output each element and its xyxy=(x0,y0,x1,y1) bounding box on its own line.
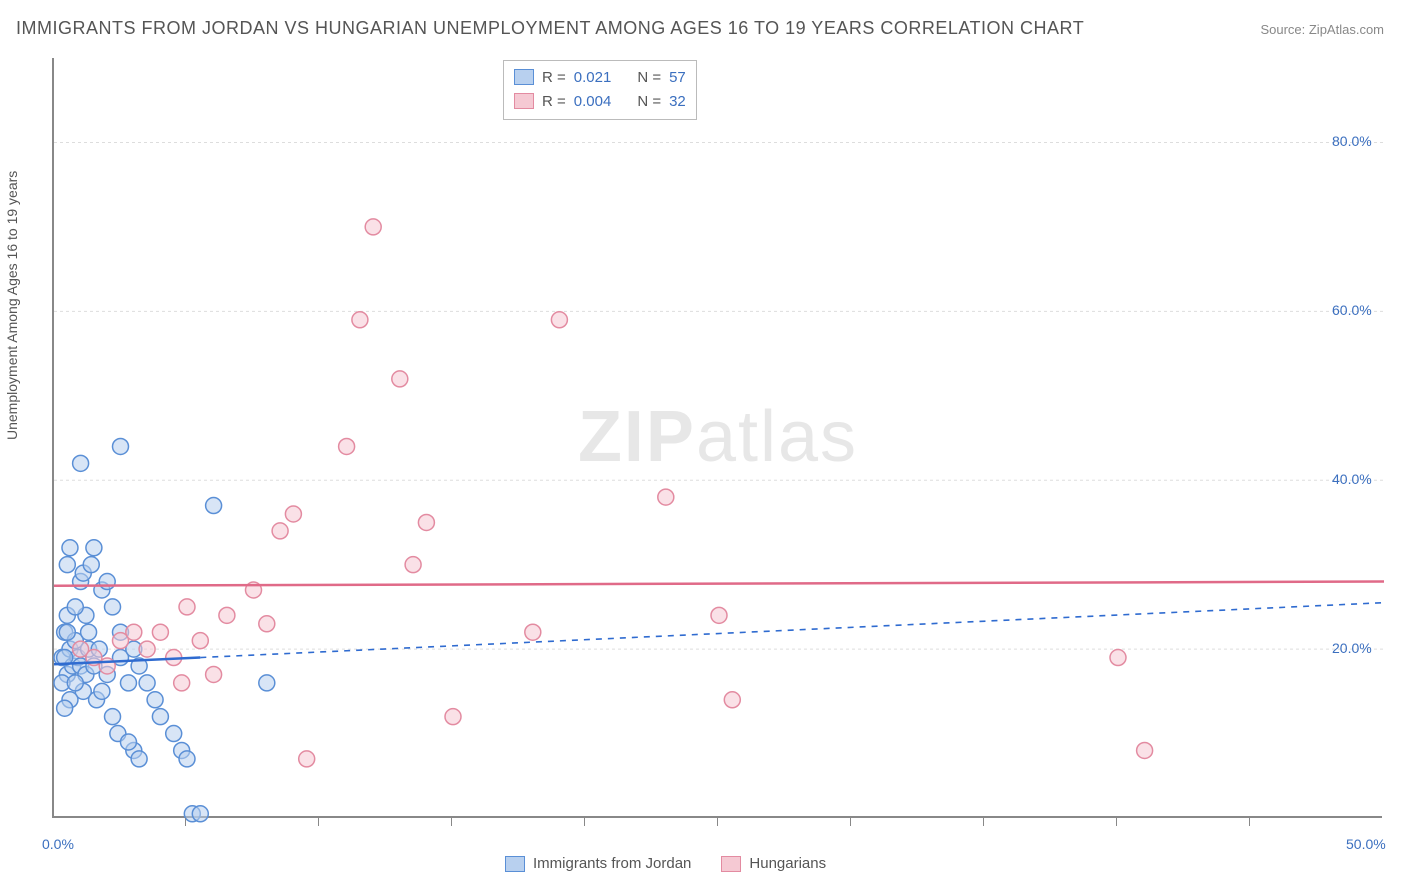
data-point xyxy=(551,312,567,328)
series-swatch xyxy=(514,93,534,109)
data-point xyxy=(299,751,315,767)
plot-area: ZIPatlas xyxy=(52,58,1382,818)
data-point xyxy=(131,751,147,767)
data-point xyxy=(152,709,168,725)
data-point xyxy=(179,751,195,767)
data-point xyxy=(59,624,75,640)
data-point xyxy=(658,489,674,505)
data-point xyxy=(174,675,190,691)
series-swatch xyxy=(514,69,534,85)
data-point xyxy=(147,692,163,708)
data-point xyxy=(259,616,275,632)
y-tick-label: 60.0% xyxy=(1332,302,1372,318)
data-point xyxy=(365,219,381,235)
n-label: N = xyxy=(637,69,661,86)
y-tick-label: 80.0% xyxy=(1332,133,1372,149)
data-point xyxy=(59,557,75,573)
data-point xyxy=(192,633,208,649)
data-point xyxy=(192,806,208,822)
x-minor-tick xyxy=(318,818,319,826)
chart-title: IMMIGRANTS FROM JORDAN VS HUNGARIAN UNEM… xyxy=(16,18,1084,39)
data-point xyxy=(352,312,368,328)
data-point xyxy=(1110,650,1126,666)
data-point xyxy=(525,624,541,640)
stat-row: R = 0.021 N = 57 xyxy=(514,65,686,89)
x-tick-label: 50.0% xyxy=(1346,836,1386,852)
source-attribution: Source: ZipAtlas.com xyxy=(1260,22,1384,37)
data-point xyxy=(73,455,89,471)
n-value: 32 xyxy=(669,93,686,110)
data-point xyxy=(139,641,155,657)
series-swatch xyxy=(505,856,525,872)
chart-container: IMMIGRANTS FROM JORDAN VS HUNGARIAN UNEM… xyxy=(0,0,1406,892)
x-minor-tick xyxy=(983,818,984,826)
data-point xyxy=(166,726,182,742)
legend-item: Hungarians xyxy=(721,855,826,872)
data-point xyxy=(152,624,168,640)
r-label: R = xyxy=(542,69,566,86)
x-minor-tick xyxy=(850,818,851,826)
data-point xyxy=(86,540,102,556)
x-minor-tick xyxy=(1249,818,1250,826)
x-minor-tick xyxy=(584,818,585,826)
x-tick-label: 0.0% xyxy=(42,836,74,852)
data-point xyxy=(206,498,222,514)
legend-label: Immigrants from Jordan xyxy=(533,855,691,872)
data-point xyxy=(179,599,195,615)
r-label: R = xyxy=(542,93,566,110)
legend-label: Hungarians xyxy=(749,855,826,872)
data-point xyxy=(113,438,129,454)
data-point xyxy=(67,675,83,691)
data-point xyxy=(120,675,136,691)
data-point xyxy=(418,514,434,530)
y-tick-label: 40.0% xyxy=(1332,471,1372,487)
x-minor-tick xyxy=(185,818,186,826)
data-point xyxy=(285,506,301,522)
stat-row: R = 0.004 N = 32 xyxy=(514,89,686,113)
data-point xyxy=(339,438,355,454)
data-point xyxy=(219,607,235,623)
data-point xyxy=(83,557,99,573)
data-point xyxy=(445,709,461,725)
data-point xyxy=(711,607,727,623)
data-point xyxy=(405,557,421,573)
y-tick-label: 20.0% xyxy=(1332,640,1372,656)
n-label: N = xyxy=(637,93,661,110)
x-minor-tick xyxy=(451,818,452,826)
data-point xyxy=(81,624,97,640)
data-point xyxy=(724,692,740,708)
data-point xyxy=(1137,742,1153,758)
correlation-stat-box: R = 0.021 N = 57 R = 0.004 N = 32 xyxy=(503,60,697,120)
data-point xyxy=(57,700,73,716)
r-value: 0.021 xyxy=(574,69,612,86)
x-minor-tick xyxy=(717,818,718,826)
series-legend: Immigrants from Jordan Hungarians xyxy=(505,855,826,872)
data-point xyxy=(120,734,136,750)
data-point xyxy=(105,709,121,725)
scatter-svg xyxy=(54,58,1382,816)
data-point xyxy=(105,599,121,615)
data-point xyxy=(62,540,78,556)
r-value: 0.004 xyxy=(574,93,612,110)
data-point xyxy=(94,683,110,699)
series-swatch xyxy=(721,856,741,872)
data-point xyxy=(206,666,222,682)
data-point xyxy=(99,574,115,590)
data-point xyxy=(259,675,275,691)
data-point xyxy=(67,599,83,615)
y-axis-label: Unemployment Among Ages 16 to 19 years xyxy=(4,171,20,440)
data-point xyxy=(126,624,142,640)
legend-item: Immigrants from Jordan xyxy=(505,855,691,872)
data-point xyxy=(272,523,288,539)
n-value: 57 xyxy=(669,69,686,86)
x-minor-tick xyxy=(1116,818,1117,826)
data-point xyxy=(139,675,155,691)
data-point xyxy=(392,371,408,387)
